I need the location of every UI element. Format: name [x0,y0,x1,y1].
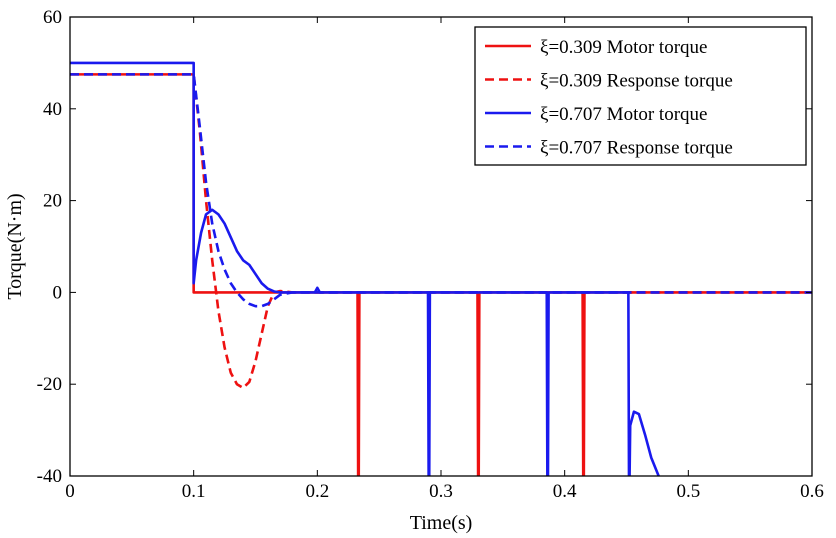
x-tick-label: 0.4 [553,481,577,502]
legend-entry-label: ξ=0.309 Response torque [540,71,733,92]
y-tick-label: -20 [37,374,62,395]
legend-box [474,26,807,166]
y-tick-label: 60 [43,7,62,28]
y-tick-label: 40 [43,99,62,120]
y-tick-label: -40 [37,466,62,487]
x-tick-label: 0.1 [182,481,206,502]
x-tick-label: 0 [65,481,75,502]
x-tick-label: 0.2 [305,481,329,502]
legend-entry-label: ξ=0.707 Response torque [540,138,733,159]
x-axis-label: Time(s) [410,512,473,534]
x-tick-label: 0.5 [676,481,700,502]
y-tick-label: 20 [43,191,62,212]
x-tick-label: 0.3 [429,481,453,502]
series-line-4 [70,73,812,308]
ticks-layer: 0 0.1 0.2 0.3 0.4 0.5 0.6 -40 -20 0 20 40 60 [37,7,824,502]
y-axis-label: Torque(N·m) [4,193,26,299]
legend-entry-label: ξ=0.309 Motor torque [540,37,707,58]
series-line-3 [70,61,660,476]
series-layer [70,61,812,476]
y-tick-label: 0 [53,282,63,303]
legend-entry-label: ξ=0.707 Motor torque [540,104,707,125]
legend: ξ=0.309 Motor torque ξ=0.309 Response tor… [474,26,807,166]
x-tick-label: 0.6 [800,481,824,502]
